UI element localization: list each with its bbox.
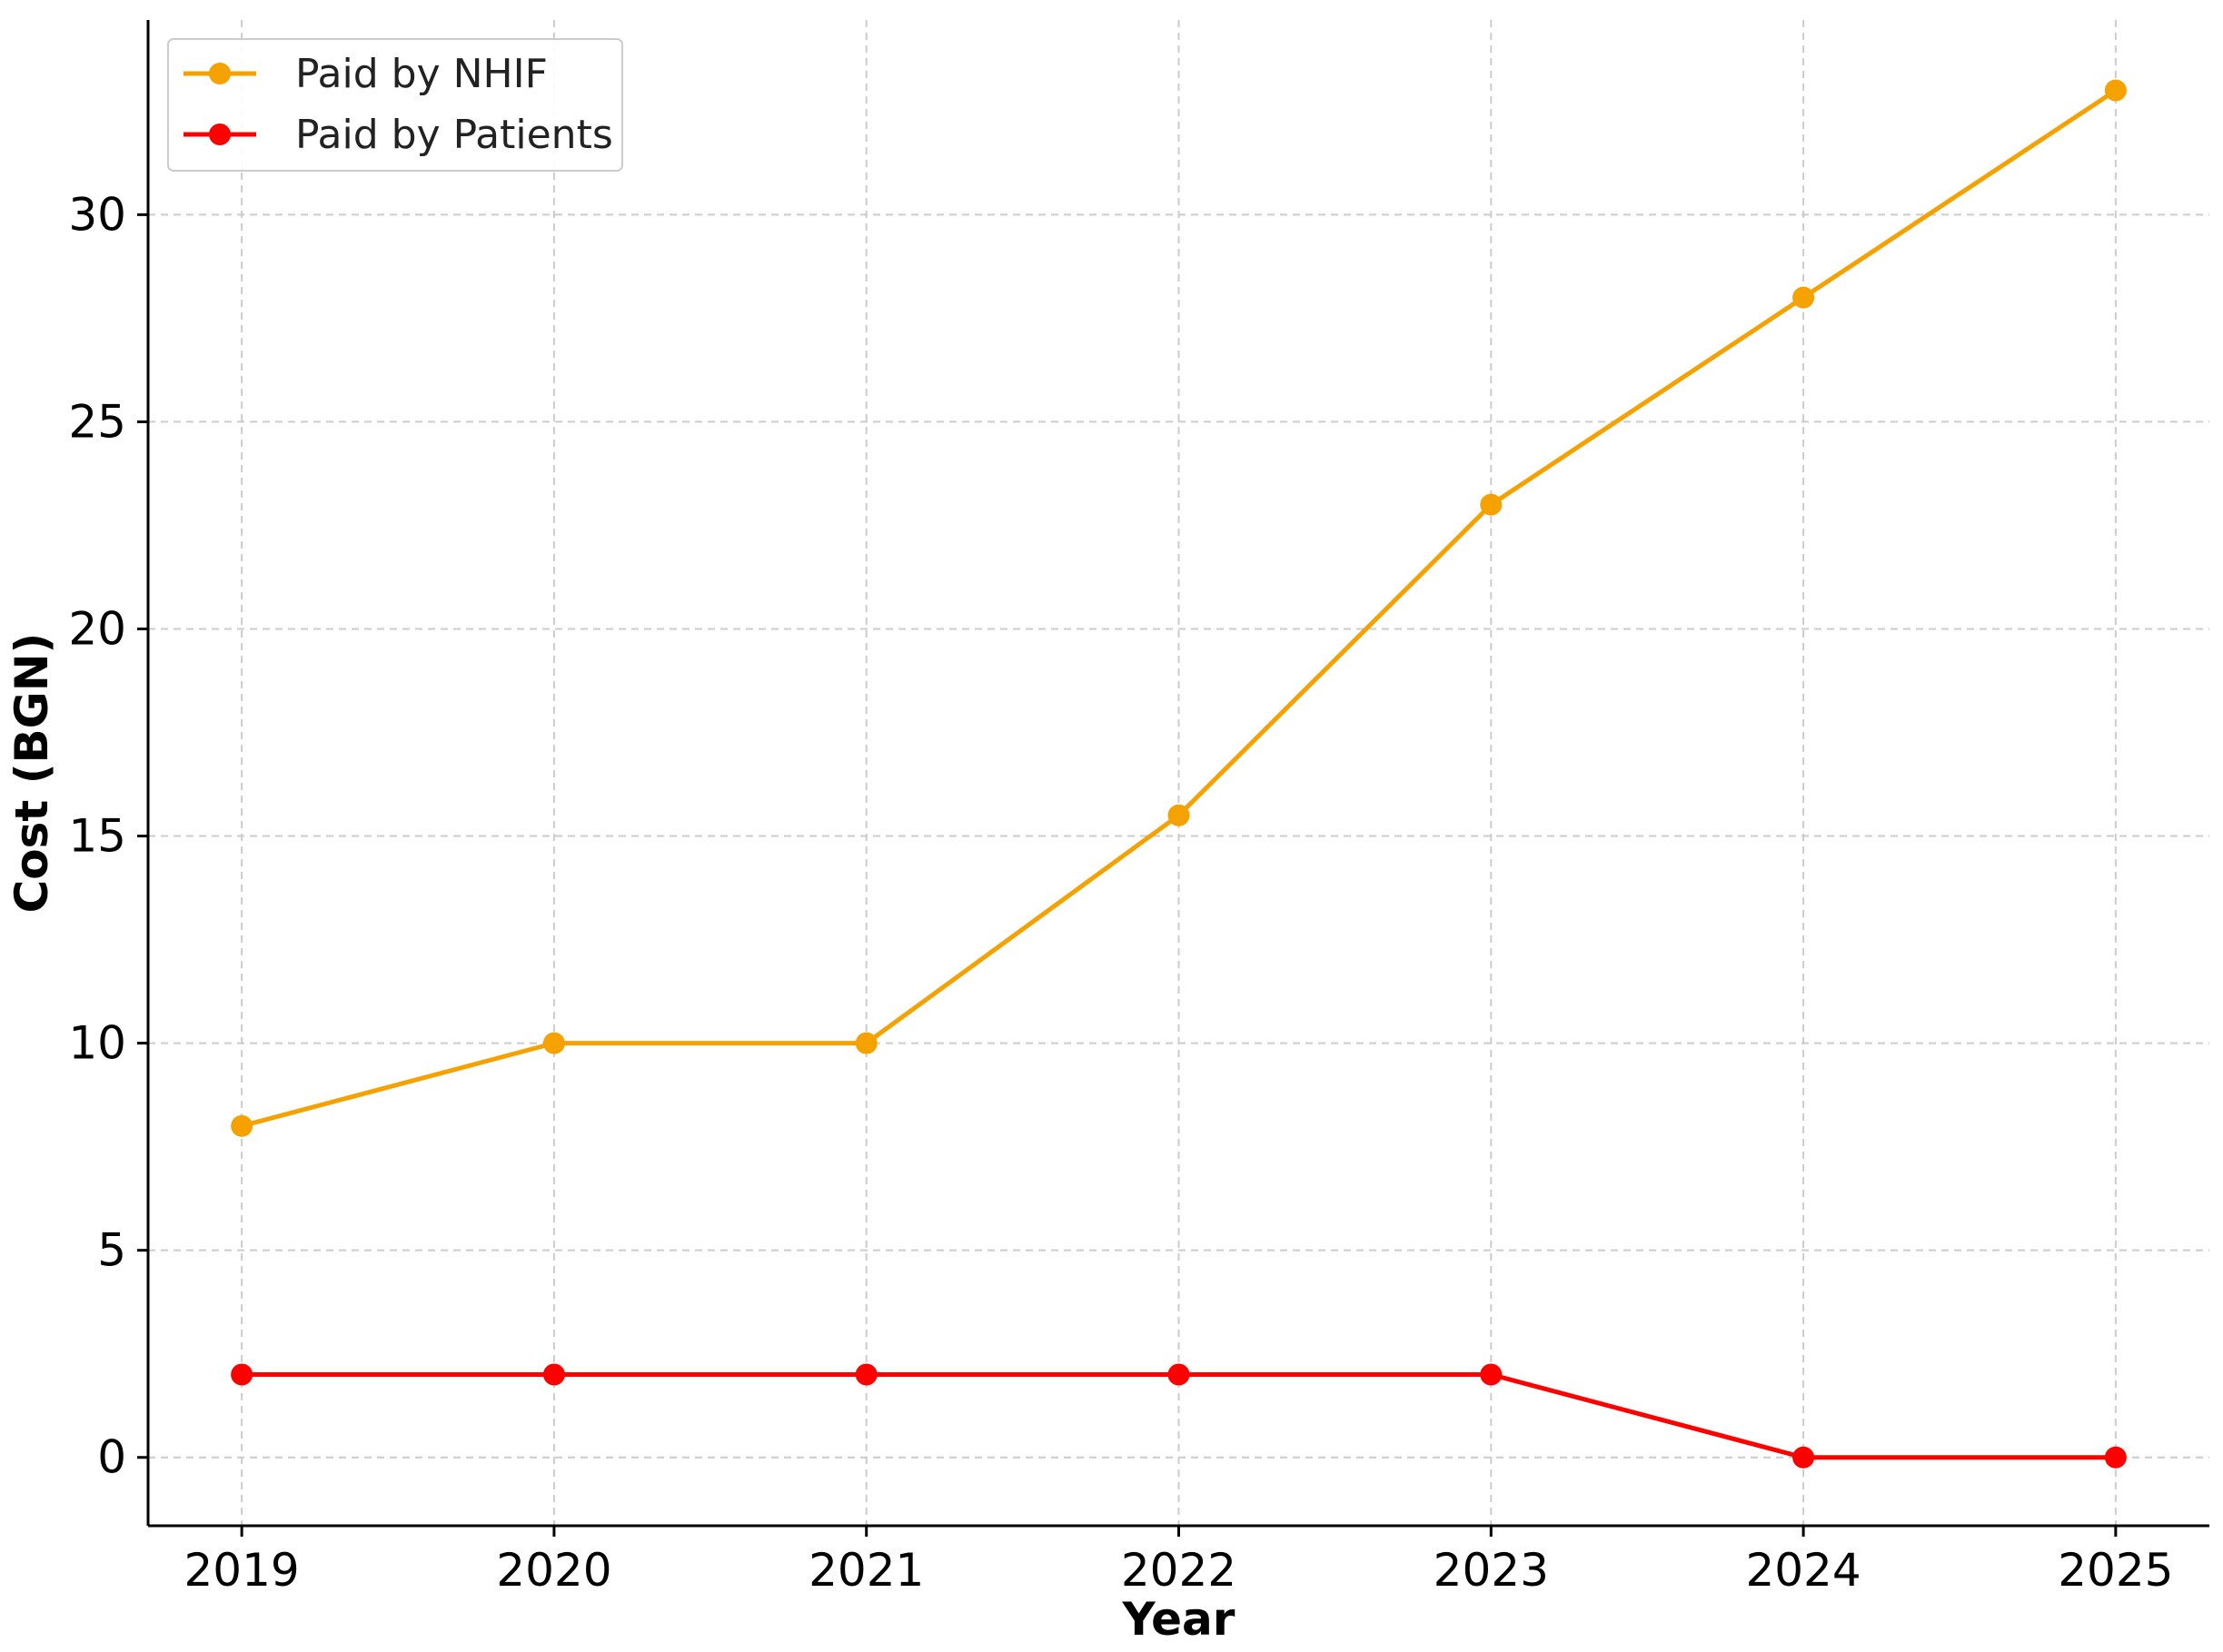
data-point bbox=[2104, 1446, 2127, 1469]
x-tick-label: 2022 bbox=[1121, 1544, 1236, 1597]
legend-entry: Paid by NHIF bbox=[184, 51, 548, 97]
legend-marker bbox=[209, 124, 231, 145]
y-tick-label: 15 bbox=[68, 810, 126, 863]
data-point bbox=[1167, 804, 1190, 826]
x-axis-title: Year bbox=[1122, 1593, 1236, 1646]
y-tick-label: 0 bbox=[97, 1431, 126, 1484]
x-tick-label: 2019 bbox=[184, 1544, 300, 1597]
series-1 bbox=[231, 1363, 2127, 1469]
data-point bbox=[231, 1363, 253, 1386]
grid-lines bbox=[148, 20, 2209, 1526]
y-tick-label: 5 bbox=[97, 1224, 126, 1277]
y-tick-label: 20 bbox=[68, 602, 126, 655]
y-tick-label: 25 bbox=[68, 395, 126, 448]
legend-entry: Paid by Patients bbox=[184, 112, 613, 158]
legend-marker bbox=[209, 63, 231, 84]
x-tick-label: 2024 bbox=[1745, 1544, 1861, 1597]
x-tick-label: 2020 bbox=[496, 1544, 611, 1597]
x-tick-label: 2023 bbox=[1434, 1544, 1549, 1597]
series bbox=[231, 79, 2127, 1469]
data-point bbox=[542, 1363, 565, 1386]
x-tick-label: 2021 bbox=[809, 1544, 924, 1597]
data-point bbox=[1167, 1363, 1190, 1386]
data-point bbox=[1792, 286, 1815, 309]
y-tick-label: 10 bbox=[68, 1017, 126, 1070]
y-axis-title: Cost (BGN) bbox=[5, 633, 58, 914]
x-tick-label: 2025 bbox=[2058, 1544, 2173, 1597]
legend-box bbox=[167, 38, 623, 172]
data-point bbox=[1480, 1363, 1503, 1386]
series-0 bbox=[231, 79, 2127, 1137]
data-point bbox=[855, 1032, 878, 1054]
legend-label: Paid by NHIF bbox=[295, 51, 548, 97]
legend: Paid by NHIF Paid by Patients bbox=[167, 38, 623, 172]
y-tick-label: 30 bbox=[68, 188, 126, 241]
legend-label: Paid by Patients bbox=[295, 112, 613, 158]
data-point bbox=[1480, 493, 1503, 516]
data-point bbox=[1792, 1446, 1815, 1469]
data-point bbox=[542, 1032, 565, 1054]
data-point bbox=[855, 1363, 878, 1386]
data-point bbox=[231, 1114, 253, 1137]
data-point bbox=[2104, 79, 2127, 102]
